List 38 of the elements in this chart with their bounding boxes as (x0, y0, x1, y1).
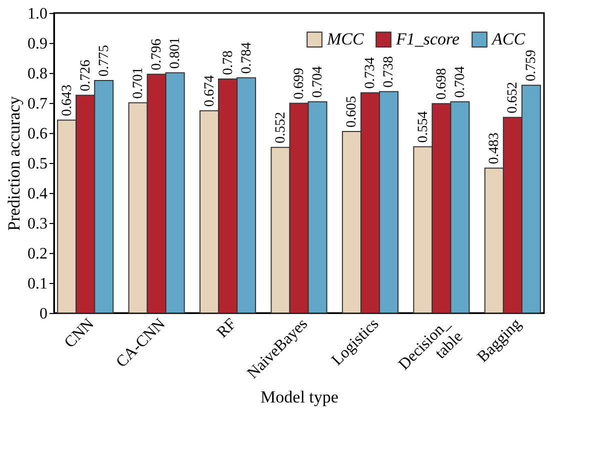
data-label: 0.674 (202, 75, 218, 107)
y-tick-label: 0.5 (28, 156, 48, 172)
data-label: 0.784 (239, 42, 254, 74)
data-label: 0.652 (506, 82, 521, 114)
y-tick-label: 0.1 (28, 276, 48, 292)
y-tick-label: 0.8 (28, 66, 48, 82)
data-label: 0.552 (273, 112, 288, 144)
data-label: 0.734 (363, 57, 378, 89)
legend-label: F1_score (395, 30, 460, 49)
data-label: 0.643 (60, 84, 75, 116)
data-label: 0.483 (487, 132, 502, 164)
y-tick-label: 0.6 (28, 126, 48, 142)
data-label: 0.554 (416, 111, 431, 143)
data-label: 0.726 (78, 60, 94, 92)
data-label: 0.704 (310, 66, 326, 98)
legend-label: MCC (326, 30, 364, 49)
data-label: 0.698 (434, 68, 450, 100)
data-label: 0.775 (96, 45, 112, 76)
data-label: 0.738 (382, 56, 397, 88)
data-label: 0.699 (292, 68, 307, 100)
data-label: 0.704 (452, 66, 468, 98)
y-tick-label: 1.0 (28, 6, 48, 22)
y-tick-label: 0.4 (28, 186, 48, 202)
data-label: 0.605 (344, 96, 360, 128)
data-label: 0.759 (524, 50, 540, 82)
y-tick-label: 0.7 (28, 96, 48, 112)
data-label: 0.801 (168, 37, 184, 69)
y-tick-label: 0.9 (28, 36, 48, 52)
data-label: 0.701 (131, 67, 146, 99)
y-tick-label: 0 (40, 306, 48, 322)
data-label: 0.796 (150, 38, 165, 70)
y-axis-title: Prediction accuracy (4, 96, 24, 231)
y-tick-label: 0.3 (28, 216, 48, 232)
y-tick-label: 0.2 (28, 246, 48, 262)
data-label: 0.78 (220, 50, 236, 75)
x-axis-title: Model type (260, 387, 338, 406)
legend-label: ACC (491, 30, 526, 49)
x-tick-label: RF (214, 315, 240, 342)
